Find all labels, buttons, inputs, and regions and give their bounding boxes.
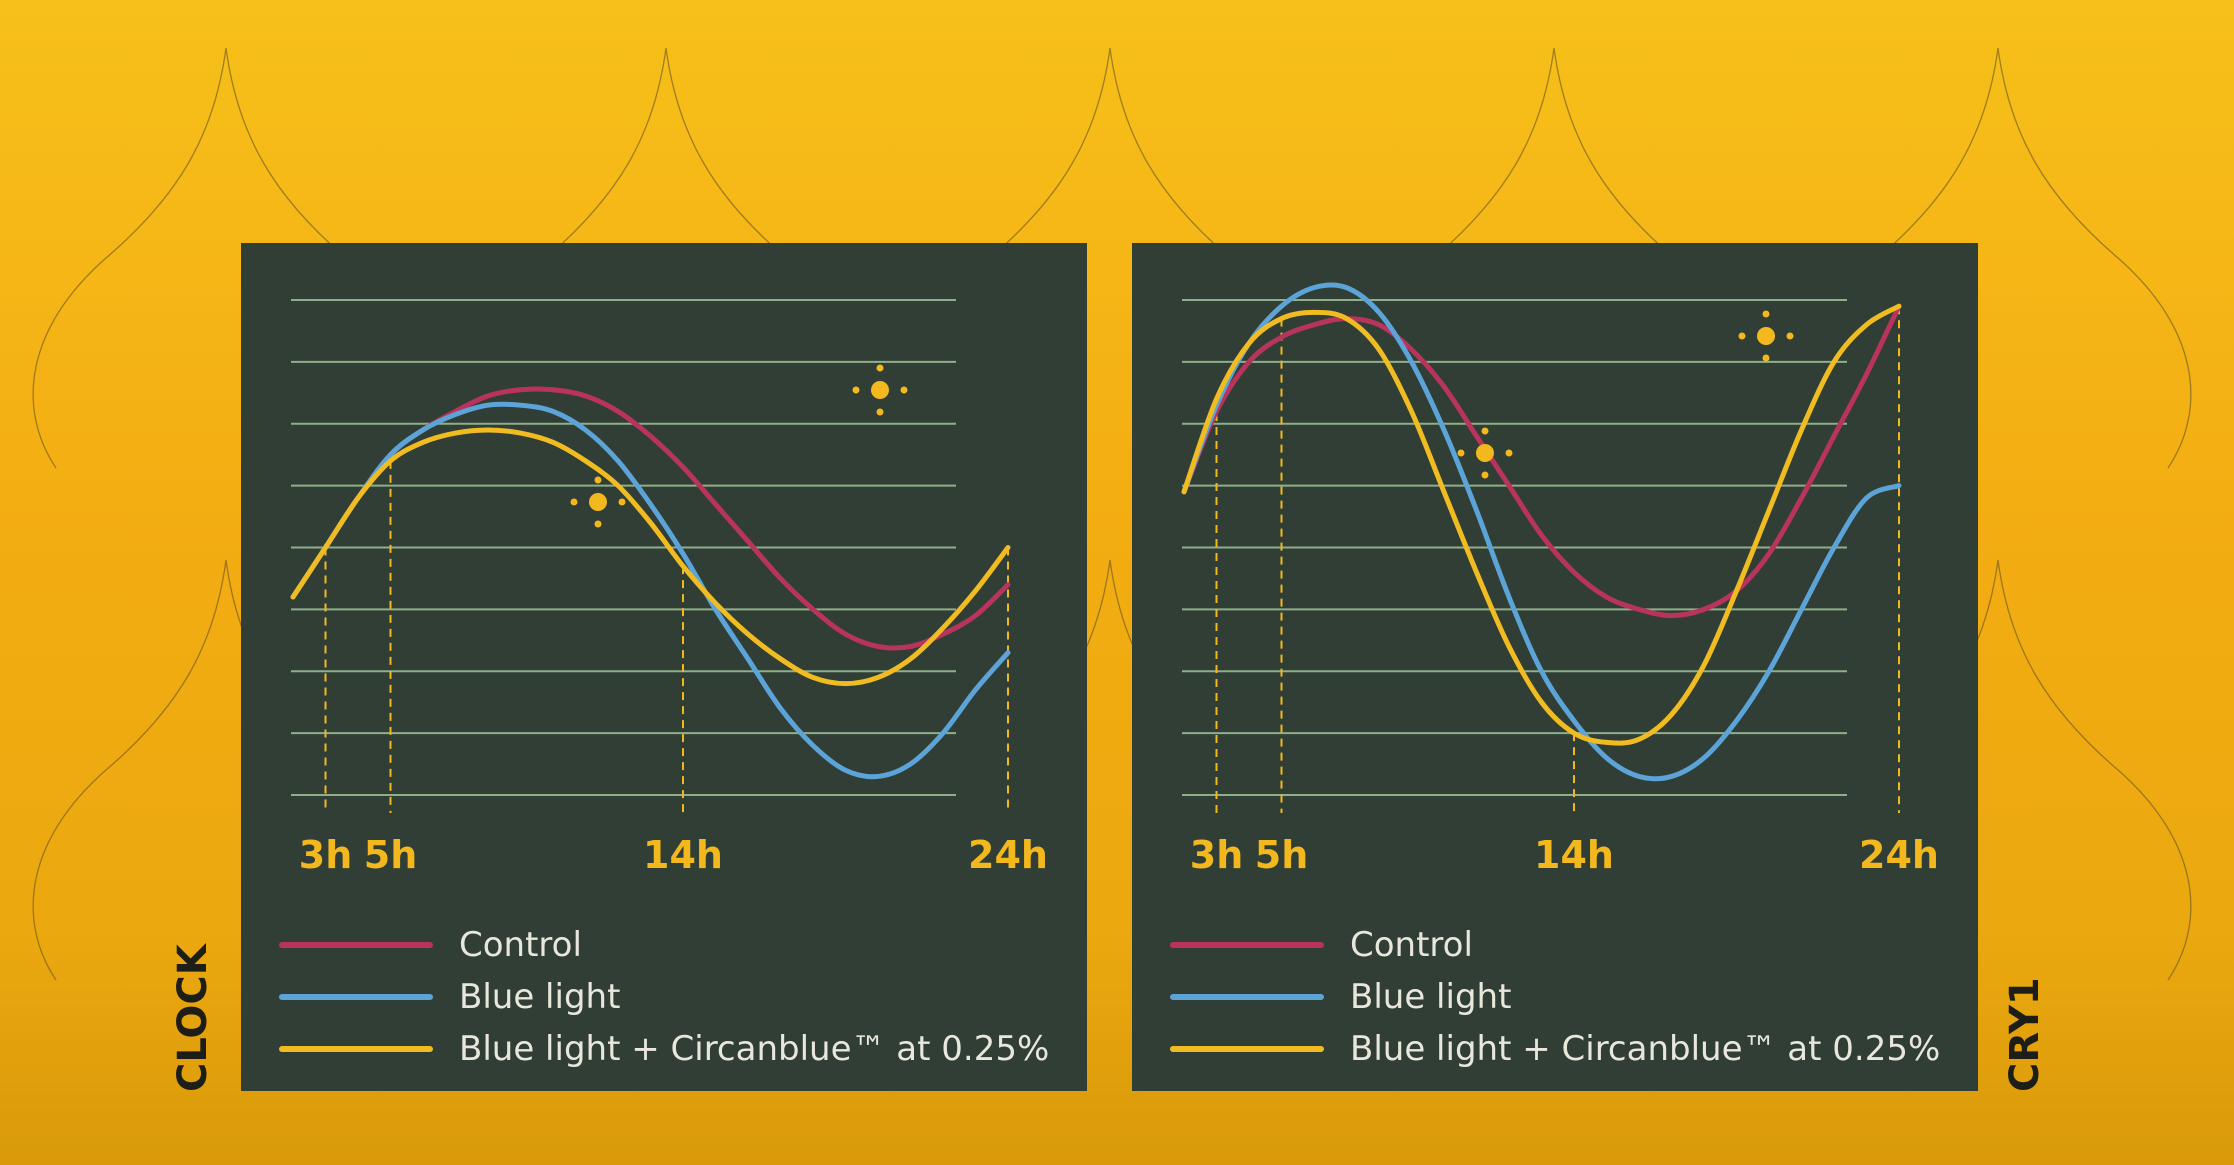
legend-label: Control [1350,925,1473,965]
series-line-blue-light-circanblue [290,427,1011,687]
series-line-blue-light [1181,282,1902,782]
legend-item-blue-light: Blue light [1170,971,1940,1023]
legend-swatch-blue-light [279,994,433,1000]
legend-item-control: Control [1170,919,1940,971]
clock-chart-plot [290,299,1011,813]
x-tick-label: 14h [1534,833,1614,877]
legend-item-blue-light-circanblue: Blue light + Circanblue™ at 0.25% [279,1023,1049,1075]
sun-icon [1738,310,1794,362]
legend-label: Blue light [1350,977,1512,1017]
chart-legend: Control Blue light Blue light + Circanbl… [1170,919,1940,1075]
x-tick-label: 3h [298,833,353,877]
legend-label: Blue light + Circanblue™ at 0.25% [1350,1029,1941,1069]
cry1-side-label: CRY1 [2002,977,2048,1092]
sun-icon [570,476,626,528]
legend-swatch-blue-light-circanblue [1170,1046,1324,1052]
legend-swatch-blue-light [1170,994,1324,1000]
x-tick-label: 5h [363,833,418,877]
legend-swatch-control [279,942,433,948]
clock-chart-panel: 3h 5h 14h 24h Control Blue light Blue li… [241,243,1087,1091]
legend-item-blue-light: Blue light [279,971,1049,1023]
legend-item-control: Control [279,919,1049,971]
legend-swatch-control [1170,942,1324,948]
cry1-chart-plot [1181,282,1902,813]
legend-label: Blue light + Circanblue™ at 0.25% [459,1029,1050,1069]
clock-side-label: CLOCK [170,944,216,1092]
x-tick-label: 24h [968,833,1048,877]
x-tick-label: 5h [1254,833,1309,877]
sun-icon [1457,427,1513,479]
x-tick-label: 24h [1859,833,1939,877]
x-tick-label: 14h [643,833,723,877]
x-tick-label: 3h [1189,833,1244,877]
legend-swatch-blue-light-circanblue [279,1046,433,1052]
sun-icon [852,364,908,416]
series-line-blue-light-circanblue [1181,303,1902,746]
legend-label: Control [459,925,582,965]
chart-legend: Control Blue light Blue light + Circanbl… [279,919,1049,1075]
series-line-control [1181,303,1902,619]
series-line-blue-light [290,401,1011,780]
cry1-chart-panel: 3h 5h 14h 24h Control Blue light Blue li… [1132,243,1978,1091]
legend-label: Blue light [459,977,621,1017]
legend-item-blue-light-circanblue: Blue light + Circanblue™ at 0.25% [1170,1023,1940,1075]
